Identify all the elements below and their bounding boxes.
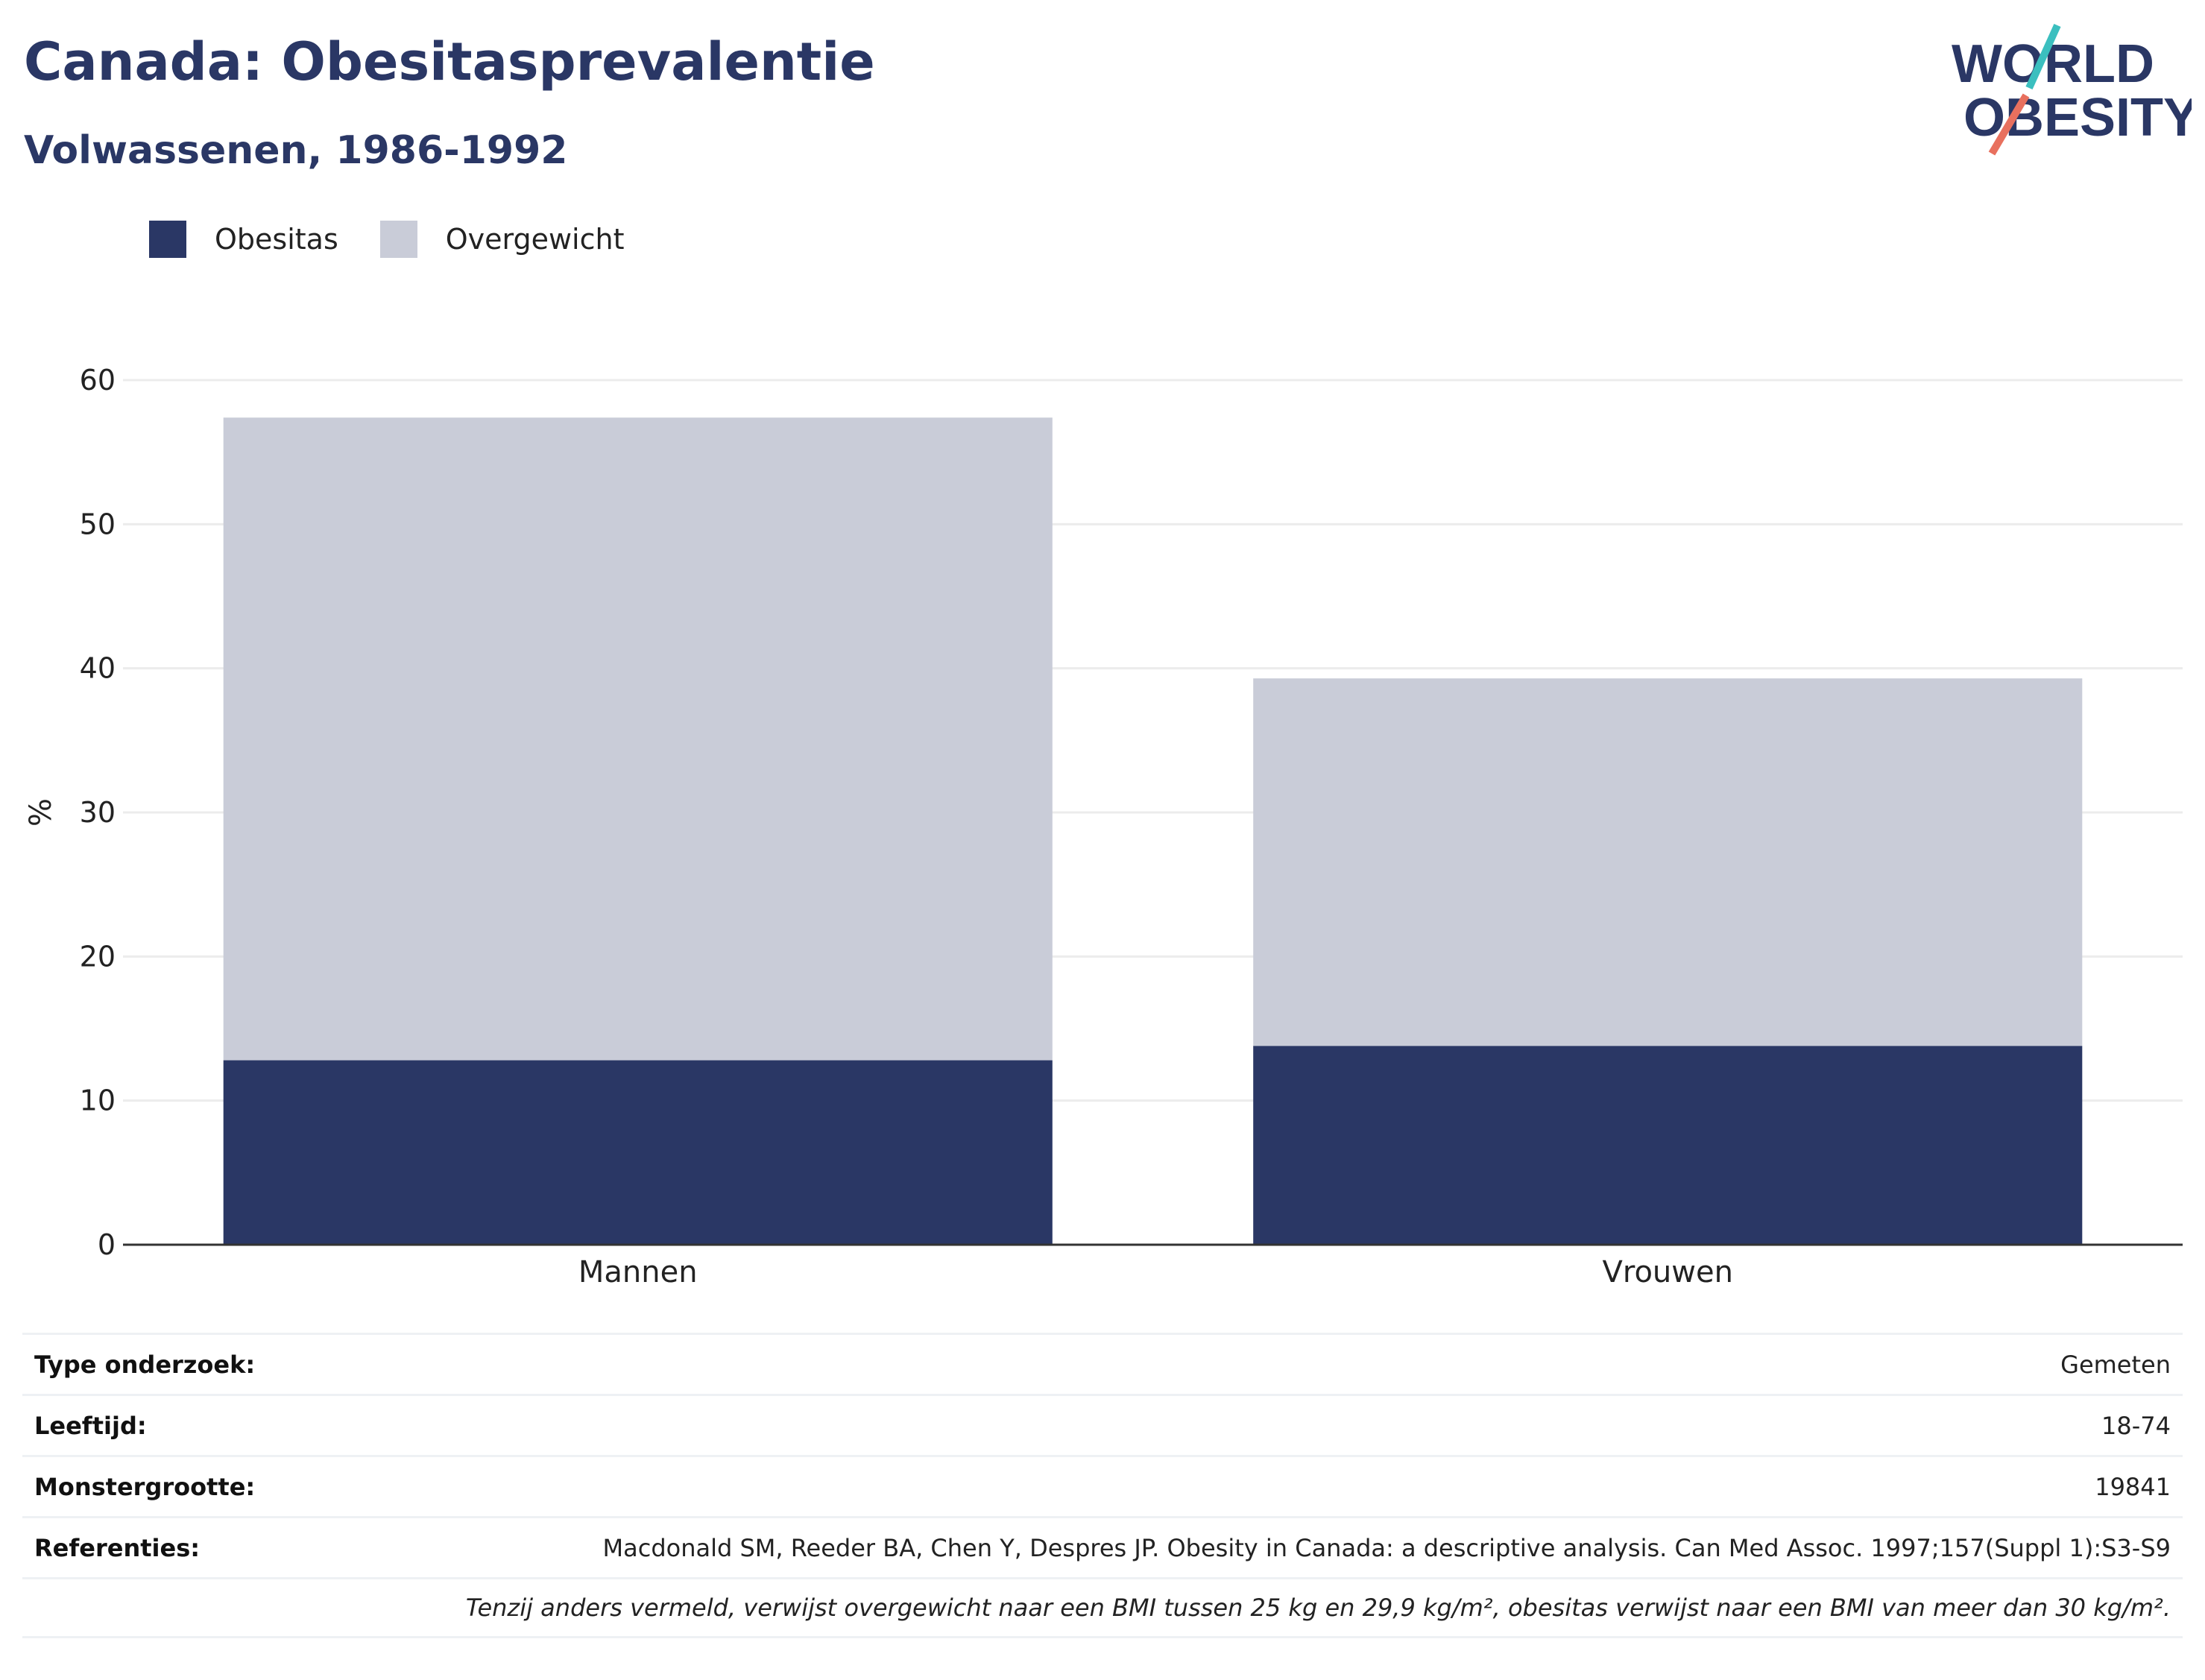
bar-overgewicht-vrouwen [1253, 678, 2083, 1046]
info-value: Gemeten [2060, 1350, 2171, 1379]
y-tick-label: 50 [80, 508, 116, 540]
y-tick-label: 30 [80, 796, 116, 829]
info-value: Macdonald SM, Reeder BA, Chen Y, Despres… [602, 1533, 2171, 1562]
x-tick-label: Vrouwen [1603, 1255, 1733, 1289]
y-axis-label: % [24, 798, 58, 827]
logo-coral-slash [1988, 93, 2030, 156]
info-label: Referenties: [34, 1533, 201, 1562]
info-value: 18-74 [2101, 1411, 2171, 1440]
info-row-age: Leeftijd: 18-74 [22, 1394, 2183, 1455]
legend-swatch-obesitas [149, 221, 186, 258]
y-tick-label: 10 [80, 1084, 116, 1117]
y-tick-label: 0 [98, 1228, 116, 1261]
info-row-references: Referenties: Macdonald SM, Reeder BA, Ch… [22, 1516, 2183, 1577]
info-label: Leeftijd: [34, 1411, 147, 1440]
info-row-sample: Monstergrootte: 19841 [22, 1455, 2183, 1516]
info-note: Tenzij anders vermeld, verwijst overgewi… [465, 1594, 2171, 1622]
chart-subtitle: Volwassenen, 1986-1992 [24, 128, 568, 173]
legend: Obesitas Overgewicht [149, 221, 666, 258]
chart-title: Canada: Obesitasprevalentie [24, 31, 875, 92]
legend-label-obesitas: Obesitas [215, 223, 338, 256]
bar-chart: 0 10 20 30 40 50 60% Mannen Vrouwen [24, 364, 2183, 1289]
info-row-type: Type onderzoek: Gemeten [22, 1333, 2183, 1394]
y-tick-label: 60 [80, 364, 116, 397]
logo-teal-slash [2025, 23, 2061, 90]
legend-swatch-overgewicht [379, 221, 417, 258]
info-row-note: Tenzij anders vermeld, verwijst overgewi… [22, 1577, 2183, 1638]
x-tick-label: Mannen [578, 1255, 698, 1289]
legend-item-obesitas[interactable]: Obesitas [149, 221, 338, 258]
legend-label-overgewicht: Overgewicht [445, 223, 625, 256]
y-tick-label: 40 [80, 652, 116, 685]
bar-obesitas-vrouwen [1253, 1046, 2083, 1245]
world-obesity-logo: WORLD OBESITY [1952, 23, 2192, 156]
bar-overgewicht-mannen [223, 417, 1053, 1061]
info-table: Type onderzoek: Gemeten Leeftijd: 18-74 … [22, 1333, 2183, 1638]
info-label: Type onderzoek: [34, 1350, 256, 1379]
bar-obesitas-mannen [223, 1060, 1053, 1245]
y-tick-label: 20 [80, 940, 116, 973]
info-value: 19841 [2095, 1472, 2171, 1501]
info-label: Monstergrootte: [34, 1472, 256, 1501]
legend-item-overgewicht[interactable]: Overgewicht [379, 221, 625, 258]
